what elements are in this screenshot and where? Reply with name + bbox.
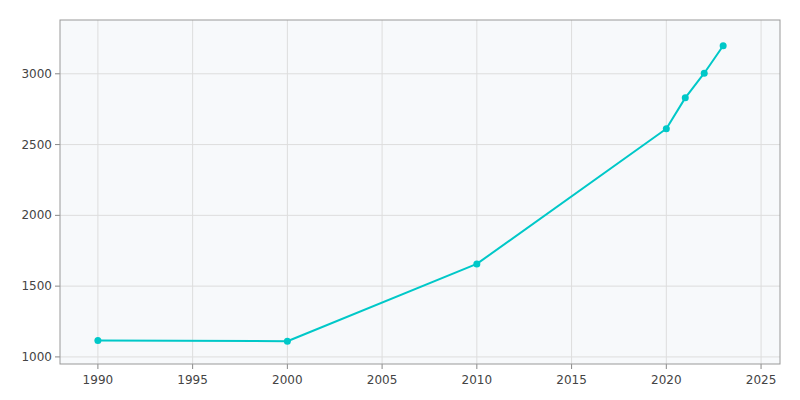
y-tick-label: 3000 xyxy=(21,67,52,81)
y-tick xyxy=(55,73,60,74)
x-tick-label: 1990 xyxy=(83,373,114,387)
x-tick xyxy=(666,364,667,369)
y-tick xyxy=(55,356,60,357)
y-tick-label: 2000 xyxy=(21,208,52,222)
point xyxy=(473,260,480,267)
x-grid-line xyxy=(476,20,477,364)
x-tick-label: 2005 xyxy=(367,373,398,387)
x-tick-label: 2010 xyxy=(462,373,493,387)
line xyxy=(98,46,723,341)
x-tick xyxy=(476,364,477,369)
chart-svg: 1990 1995 2000 2005 2010 2015 2020 2025 1000 1500… xyxy=(0,0,800,400)
grid xyxy=(55,20,780,369)
y-tick xyxy=(55,215,60,216)
x-tick xyxy=(761,364,762,369)
x-tick xyxy=(287,364,288,369)
x-tick-label: 1995 xyxy=(177,373,208,387)
y-grid-line xyxy=(60,356,780,357)
y-grid-line xyxy=(60,215,780,216)
plot-background xyxy=(60,20,780,364)
point xyxy=(701,70,708,77)
y-tick-label: 1500 xyxy=(21,279,52,293)
x-tick-label: 2020 xyxy=(651,373,682,387)
y-tick xyxy=(55,286,60,287)
series xyxy=(94,42,726,344)
y-tick-label: 2500 xyxy=(21,138,52,152)
plot-frame xyxy=(60,20,780,364)
x-tick xyxy=(571,364,572,369)
y-grid-line xyxy=(60,73,780,74)
x-tick xyxy=(382,364,383,369)
point xyxy=(720,42,727,49)
x-grid-line xyxy=(192,20,193,364)
x-grid-line xyxy=(97,20,98,364)
tick-labels: 1990 1995 2000 2005 2010 2015 2020 2025 1000 1500… xyxy=(21,67,776,387)
x-tick-label: 2025 xyxy=(746,373,777,387)
point xyxy=(94,337,101,344)
x-grid-line xyxy=(382,20,383,364)
point xyxy=(284,338,291,345)
x-tick xyxy=(192,364,193,369)
chart-container: 1990 1995 2000 2005 2010 2015 2020 2025 1000 1500… xyxy=(0,0,800,400)
x-grid-line xyxy=(761,20,762,364)
x-tick xyxy=(97,364,98,369)
y-grid-line xyxy=(60,144,780,145)
x-grid-line xyxy=(571,20,572,364)
x-tick-label: 2000 xyxy=(272,373,303,387)
x-tick-label: 2015 xyxy=(556,373,587,387)
point xyxy=(663,125,670,132)
x-grid-line xyxy=(666,20,667,364)
y-tick xyxy=(55,144,60,145)
y-tick-label: 1000 xyxy=(21,350,52,364)
x-grid-line xyxy=(287,20,288,364)
point xyxy=(682,94,689,101)
